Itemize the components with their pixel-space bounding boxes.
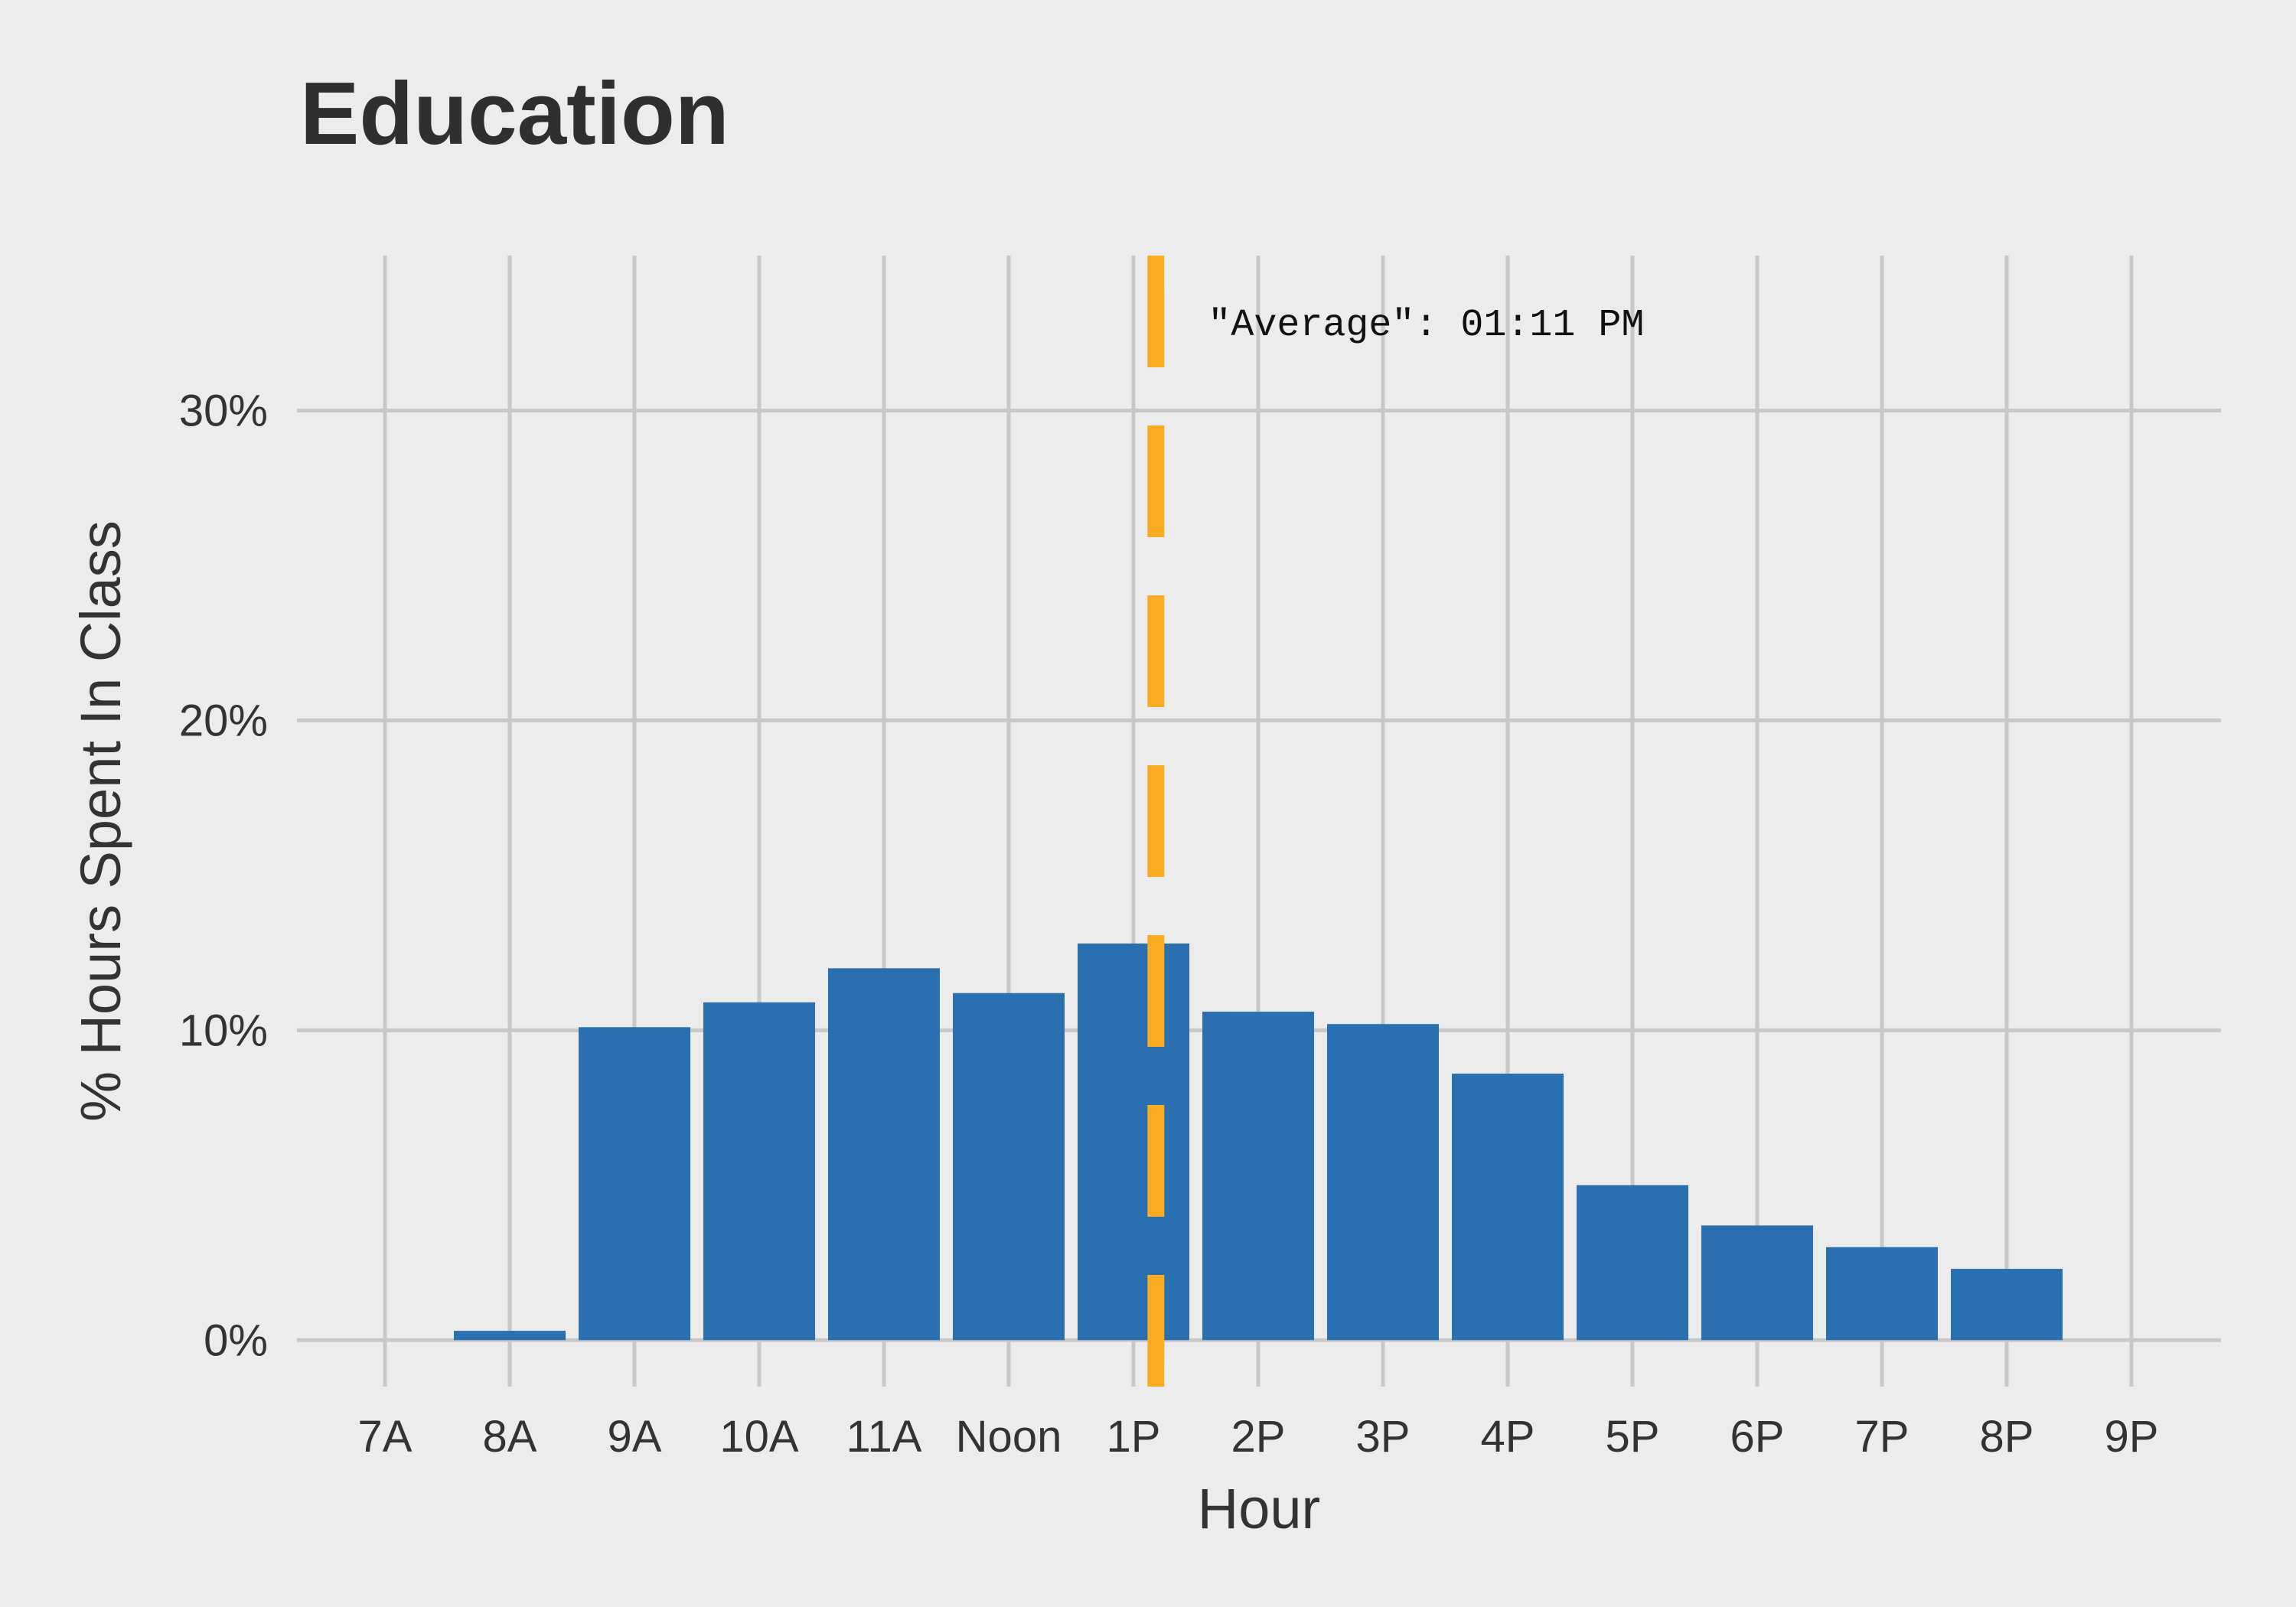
x-tick-label: Noon	[956, 1412, 1062, 1462]
bar	[828, 968, 940, 1341]
x-tick-label: 9P	[2105, 1412, 2159, 1462]
x-tick-label: 7P	[1855, 1412, 1910, 1462]
x-tick-label: 1P	[1107, 1412, 1161, 1462]
x-tick-label: 10A	[719, 1412, 799, 1462]
y-axis-ticks: 0% 10% 20% 30%	[179, 386, 268, 1365]
bar	[1202, 1012, 1314, 1341]
x-tick-label: 9A	[608, 1412, 662, 1462]
bar	[579, 1027, 690, 1341]
y-tick-label: 30%	[179, 386, 268, 435]
bar	[1327, 1024, 1439, 1341]
bar	[1078, 943, 1189, 1341]
bar	[454, 1331, 566, 1341]
chart-title: Education	[300, 64, 729, 163]
x-tick-label: 11A	[846, 1412, 922, 1462]
x-tick-label: 4P	[1481, 1412, 1535, 1462]
x-tick-label: 6P	[1730, 1412, 1785, 1462]
x-tick-label: 5P	[1606, 1412, 1660, 1462]
x-tick-label: 8A	[483, 1412, 537, 1462]
y-axis-label: % Hours Spent In Class	[69, 520, 132, 1122]
y-tick-label: 20%	[179, 696, 268, 745]
y-tick-label: 10%	[179, 1006, 268, 1055]
y-tick-label: 0%	[204, 1315, 268, 1365]
bar	[1577, 1185, 1688, 1341]
x-tick-label: 2P	[1231, 1412, 1286, 1462]
bar	[1951, 1269, 2063, 1341]
bar	[953, 993, 1065, 1341]
bars	[454, 943, 2063, 1341]
bar	[1452, 1074, 1564, 1341]
bar	[1701, 1225, 1813, 1341]
average-annotation: "Average": 01:11 PM	[1147, 256, 1644, 1387]
bar	[1826, 1247, 1938, 1341]
x-axis-ticks: 7A 8A 9A 10A 11A Noon 1P 2P 3P 4P 5P 6P 7P 8P 9P	[358, 1412, 2159, 1462]
x-tick-label: 8P	[1980, 1412, 2034, 1462]
x-tick-label: 3P	[1356, 1412, 1411, 1462]
bar	[703, 1002, 815, 1341]
x-axis-label: Hour	[1198, 1477, 1320, 1540]
x-tick-label: 7A	[358, 1412, 413, 1462]
average-label: "Average": 01:11 PM	[1208, 304, 1644, 347]
